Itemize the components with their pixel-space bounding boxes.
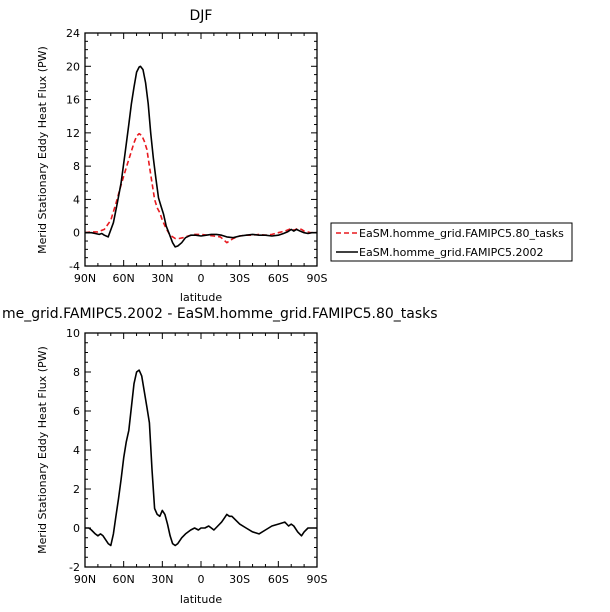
bottom-x-tick-label: 60S bbox=[268, 573, 289, 586]
top-x-tick-label: 90N bbox=[74, 272, 96, 285]
bottom-plot-frame bbox=[84, 332, 318, 568]
top-chart-title: DJF bbox=[190, 8, 213, 24]
top-x-tick-label: 60N bbox=[113, 272, 135, 285]
bottom-y-tick-label: 10 bbox=[66, 327, 80, 340]
bottom-x-tick-label: 60N bbox=[113, 573, 135, 586]
bottom-y-tick-label: 4 bbox=[73, 444, 80, 457]
top-plot-area: 90N 60N 30N 0 30S 60S 90S -4 0 4 8 12 16 20 24 bbox=[66, 27, 328, 285]
bottom-x-tick-label: 30S bbox=[229, 573, 250, 586]
top-x-axis-label: latitude bbox=[180, 291, 222, 304]
bottom-x-tick-label: 90S bbox=[307, 573, 328, 586]
bottom-x-tick-label: 90N bbox=[74, 573, 96, 586]
top-y-tick-label: 12 bbox=[66, 127, 80, 140]
bottom-series-line-0 bbox=[85, 369, 317, 547]
bottom-x-tick-label: 30N bbox=[151, 573, 173, 586]
top-y-tick-label: -4 bbox=[69, 260, 80, 273]
top-y-tick-label: 24 bbox=[66, 27, 80, 40]
bottom-y-tick-label: 6 bbox=[73, 405, 80, 418]
bottom-y-tick-label: 0 bbox=[73, 522, 80, 535]
top-series-line-1 bbox=[85, 65, 317, 248]
bottom-y-axis-label: Merid Stationary Eddy Heat Flux (PW) bbox=[36, 346, 49, 554]
top-x-tick-label: 30N bbox=[151, 272, 173, 285]
bottom-y-tick-label: 2 bbox=[73, 483, 80, 496]
bottom-x-axis-label: latitude bbox=[180, 593, 222, 606]
top-x-tick-label: 90S bbox=[307, 272, 328, 285]
top-y-tick-label: 4 bbox=[73, 193, 80, 206]
legend-label-2002: EaSM.homme_grid.FAMIPC5.2002 bbox=[359, 246, 543, 259]
top-y-tick-label: 20 bbox=[66, 60, 80, 73]
bottom-y-tick-label: 8 bbox=[73, 366, 80, 379]
top-x-tick-label: 60S bbox=[268, 272, 289, 285]
legend-box bbox=[330, 222, 573, 262]
top-x-tick-label: 30S bbox=[229, 272, 250, 285]
bottom-chart-title: me_grid.FAMIPC5.2002 - EaSM.homme_grid.F… bbox=[2, 306, 438, 322]
top-plot-frame bbox=[84, 32, 318, 267]
bottom-plot-area: 90N 60N 30N 0 30S 60S 90S -2 0 2 4 6 8 10 bbox=[66, 327, 328, 586]
bottom-y-tick-label: -2 bbox=[69, 561, 80, 574]
top-y-axis-label: Merid Stationary Eddy Heat Flux (PW) bbox=[36, 46, 49, 254]
bottom-x-tick-label: 0 bbox=[198, 573, 205, 586]
top-x-tick-label: 0 bbox=[198, 272, 205, 285]
top-panel: DJF 90N 60N 30N 0 30S 60S 90S -4 0 4 8 12 16 20 24 Mer… bbox=[36, 8, 573, 304]
bottom-panel: me_grid.FAMIPC5.2002 - EaSM.homme_grid.F… bbox=[2, 306, 438, 606]
top-y-tick-label: 0 bbox=[73, 227, 80, 240]
top-y-tick-label: 16 bbox=[66, 94, 80, 107]
legend: EaSM.homme_grid.FAMIPC5.80_tasks EaSM.ho… bbox=[330, 222, 573, 262]
top-series-line-0 bbox=[84, 132, 317, 244]
legend-label-80-tasks: EaSM.homme_grid.FAMIPC5.80_tasks bbox=[359, 227, 564, 240]
top-y-tick-label: 8 bbox=[73, 160, 80, 173]
